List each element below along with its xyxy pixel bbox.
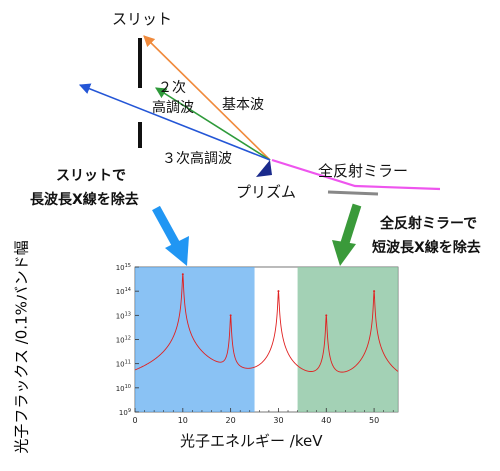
third-harmonic-beam (78, 83, 271, 161)
mirror-arrow (332, 203, 362, 266)
second-harmonic-beam (155, 87, 271, 161)
third-harmonic-label: ３次高調波 (162, 151, 232, 167)
slit-note-line-2: 長波長X線を除去 (30, 192, 139, 208)
slit-note-line-1: スリットで (56, 168, 126, 184)
fundamental-label: 基本波 (222, 97, 264, 113)
slit-arrow (152, 205, 189, 266)
slit-removal-region (135, 267, 255, 412)
mirror-note-line-1: 全反射ミラーで (380, 216, 478, 232)
x-tick-label: 50 (369, 416, 379, 425)
x-tick-label: 30 (273, 416, 283, 425)
mirror-removal-region (297, 267, 398, 412)
mirror-surface (327, 190, 379, 196)
slit-label: スリット (112, 10, 173, 28)
fundamental-beam (143, 35, 271, 161)
prism-shape (256, 160, 272, 177)
y-tick-label: 1013 (116, 311, 131, 320)
spectrum-peak-40kev (325, 314, 328, 317)
prism-label: プリズム (236, 183, 297, 201)
y-tick-label: 1014 (116, 287, 131, 296)
x-tick-label: 20 (226, 416, 236, 425)
second-harmonic-label-1: ２次 (158, 80, 186, 96)
y-tick-label: 1010 (116, 384, 131, 393)
spectrum-peak-50kev (373, 290, 376, 293)
x-tick-label: 40 (321, 416, 331, 425)
y-tick-label: 1015 (116, 263, 131, 272)
y-tick-label: 1011 (116, 360, 131, 369)
spectrum-peak-20kev (229, 314, 232, 317)
spectrum-peak-30kev (277, 290, 280, 293)
y-tick-label: 109 (119, 408, 131, 417)
x-tick-label: 0 (132, 416, 137, 425)
mirror-note-line-2: 短波長X線を除去 (372, 240, 481, 256)
mirror-beam (271, 158, 441, 191)
mirror-label: 全反射ミラー (318, 162, 409, 180)
x-axis-label: 光子エネルギー /keV (180, 432, 323, 450)
y-axis-label: 光子フラックス /0.1%バンド幅 (12, 240, 31, 454)
second-harmonic-label-2: 高調波 (152, 100, 194, 116)
spectrum-peak-10kev (181, 273, 184, 276)
y-tick-label: 1012 (116, 336, 131, 345)
spectrum-line (135, 274, 398, 373)
x-tick-label: 10 (178, 416, 188, 425)
